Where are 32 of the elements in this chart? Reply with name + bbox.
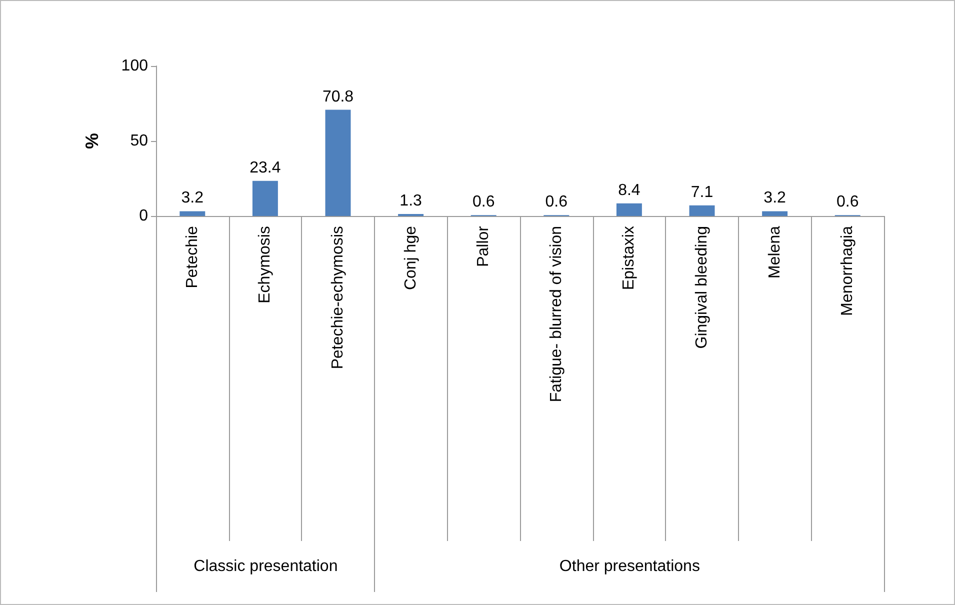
x-tick-label: Fatigue- blurred of vision	[548, 226, 565, 402]
text: Other presentations	[374, 541, 885, 592]
bar	[616, 203, 642, 216]
x-tick-label: Gingival bleeding	[694, 226, 710, 349]
bar	[689, 205, 715, 216]
x-tick-label: Petechie-echymosis	[330, 226, 346, 370]
data-label: 0.6	[836, 194, 859, 211]
data-label: 8.4	[618, 182, 640, 199]
y-tick-label: 100	[121, 58, 148, 74]
data-label: 1.3	[400, 192, 422, 210]
data-label: 3.2	[764, 190, 786, 207]
x-tick-label: Petechie	[184, 226, 201, 288]
x-tick-label: Melena	[766, 226, 784, 278]
x-tick-label: Conj hge	[402, 226, 420, 290]
data-label: 70.8	[322, 88, 354, 106]
data-label: 23.4	[250, 159, 281, 176]
y-tick-label: 0	[139, 208, 148, 224]
y-tick-label: 50	[130, 132, 148, 150]
bar	[762, 211, 788, 216]
data-label: 3.2	[181, 190, 204, 207]
bar	[325, 110, 351, 216]
data-label: 7.1	[690, 184, 714, 201]
x-tick-label: Epistaxix	[620, 226, 638, 290]
x-tick-label: Echymosis	[256, 226, 274, 304]
data-label: 0.6	[472, 194, 495, 211]
data-label: 0.6	[545, 194, 568, 211]
x-tick-label: Menorrhagia	[839, 226, 856, 316]
text: Classic presentation	[156, 541, 376, 592]
x-tick-label: Pallor	[475, 225, 492, 267]
bar	[180, 211, 206, 216]
y-axis-title: %	[82, 132, 102, 150]
bar	[252, 180, 278, 216]
